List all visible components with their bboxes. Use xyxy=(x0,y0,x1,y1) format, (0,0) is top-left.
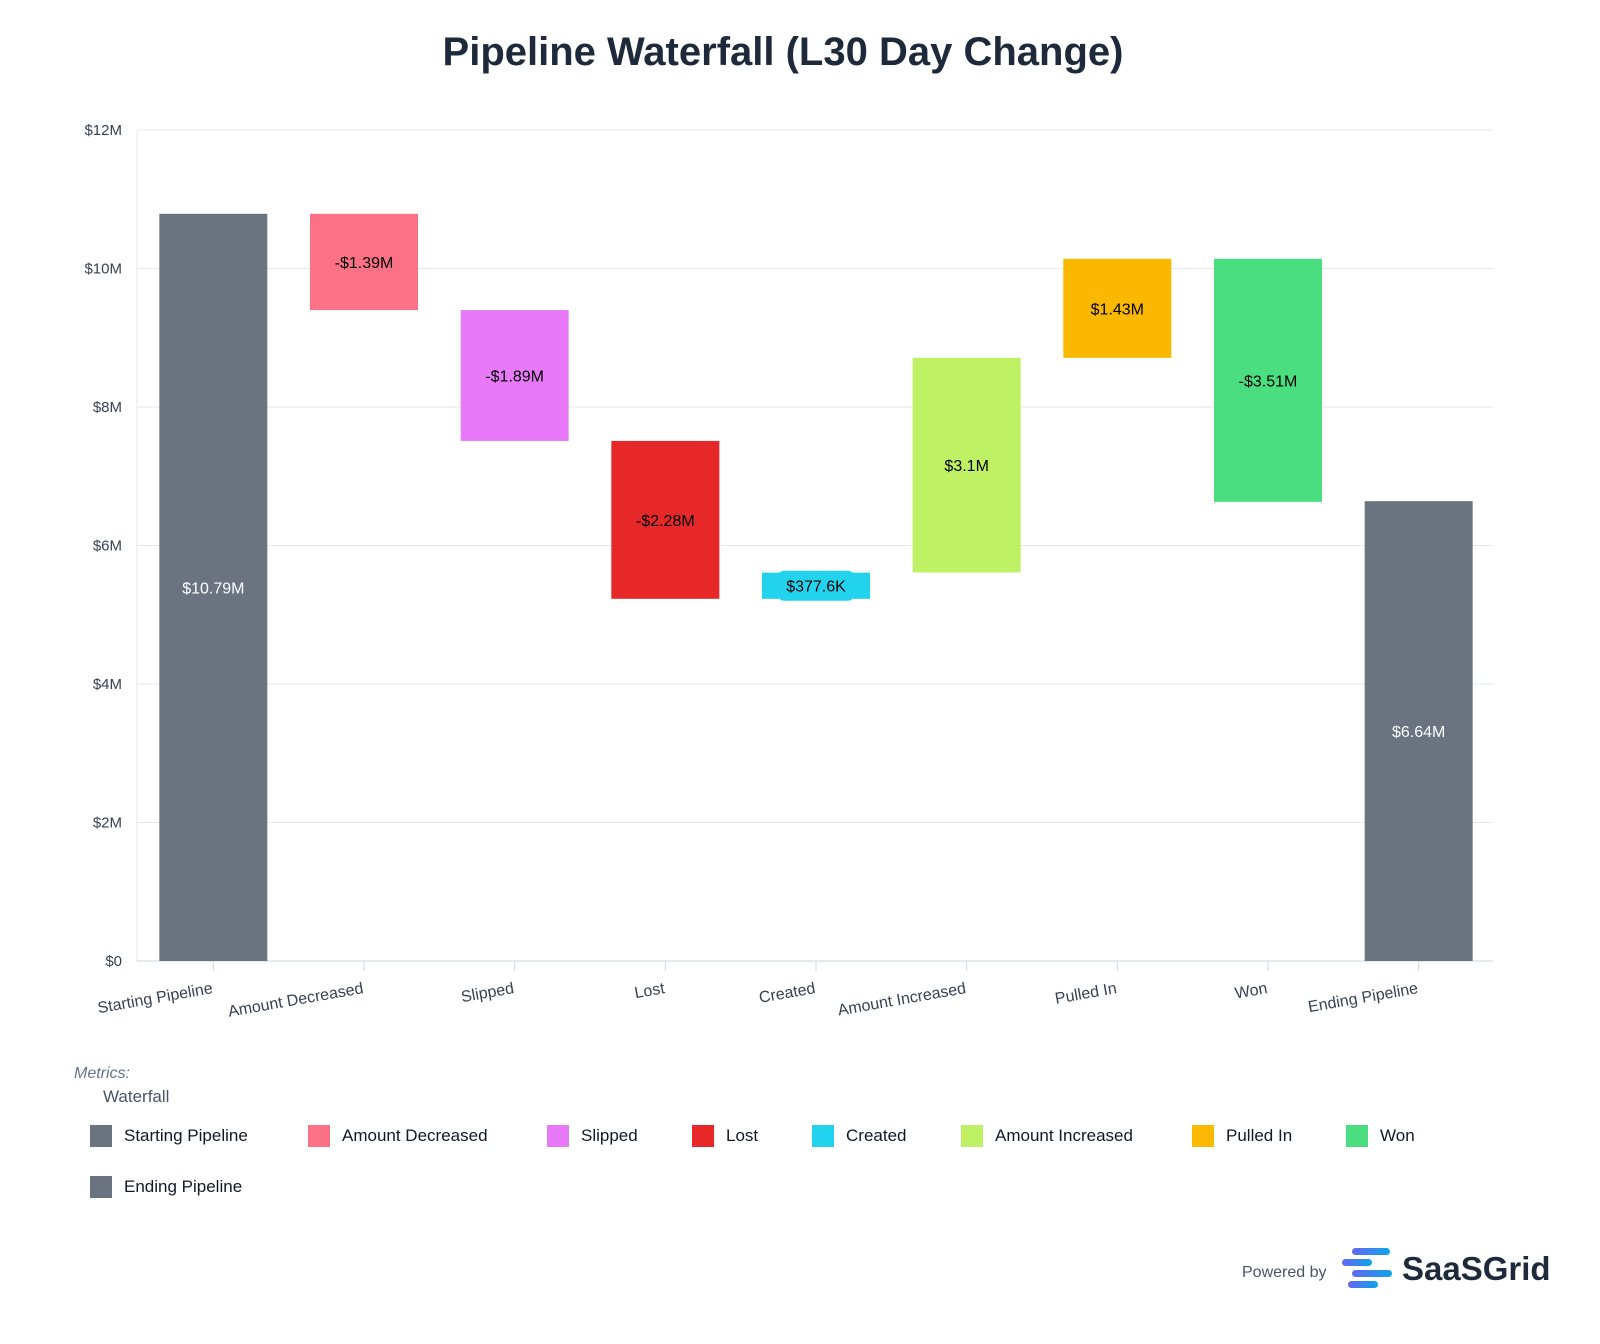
legend-label: Slipped xyxy=(581,1126,638,1145)
brand-name: SaaSGrid xyxy=(1402,1250,1551,1287)
data-label: -$3.51M xyxy=(1239,373,1298,390)
legend-swatch xyxy=(812,1125,834,1147)
legend-metrics-label: Metrics: xyxy=(74,1065,130,1082)
legend-swatch xyxy=(90,1176,112,1198)
legend-swatch xyxy=(1192,1125,1214,1147)
data-label: $10.79M xyxy=(182,580,244,597)
legend-item[interactable]: Ending Pipeline xyxy=(90,1176,242,1198)
y-tick-label: $4M xyxy=(93,676,122,693)
bar-slipped xyxy=(460,310,569,441)
chart-title: Pipeline Waterfall (L30 Day Change) xyxy=(442,30,1124,74)
y-tick-label: $12M xyxy=(84,122,122,139)
legend-group-label: Waterfall xyxy=(103,1087,170,1106)
data-label: -$2.28M xyxy=(636,513,695,530)
x-tick-label: Slipped xyxy=(460,980,516,1006)
legend-swatch xyxy=(90,1125,112,1147)
data-label: -$1.89M xyxy=(485,368,544,385)
legend-swatch xyxy=(692,1125,714,1147)
x-tick-label: Starting Pipeline xyxy=(96,980,214,1017)
bar-lost xyxy=(611,440,720,599)
x-tick-label: Ending Pipeline xyxy=(1307,980,1420,1016)
legend-label: Pulled In xyxy=(1226,1126,1293,1145)
x-tick-label: Won xyxy=(1234,980,1269,1002)
legend-item[interactable]: Created xyxy=(812,1125,906,1147)
legend-label: Starting Pipeline xyxy=(124,1126,248,1145)
legend-label: Amount Decreased xyxy=(342,1126,488,1145)
legend-swatch xyxy=(1346,1125,1368,1147)
legend-item[interactable]: Pulled In xyxy=(1192,1125,1292,1147)
bar-won xyxy=(1214,258,1322,502)
legend-item[interactable]: Starting Pipeline xyxy=(90,1125,248,1147)
legend-label: Ending Pipeline xyxy=(124,1177,243,1196)
bar-amount-decreased xyxy=(310,213,418,311)
bar-starting-pipeline xyxy=(159,213,268,962)
legend-swatch xyxy=(308,1125,330,1147)
x-tick-label: Pulled In xyxy=(1054,980,1118,1008)
legend-item[interactable]: Amount Increased xyxy=(961,1125,1133,1147)
data-label: $3.1M xyxy=(944,458,988,475)
powered-by-text: Powered by xyxy=(1242,1264,1327,1281)
legend-swatch xyxy=(961,1125,983,1147)
legend-item[interactable]: Amount Decreased xyxy=(308,1125,488,1147)
y-tick-label: $0 xyxy=(105,953,122,970)
legend-label: Amount Increased xyxy=(995,1126,1133,1145)
legend-item[interactable]: Slipped xyxy=(547,1125,638,1147)
y-tick-label: $6M xyxy=(93,538,122,555)
legend-label: Lost xyxy=(726,1126,759,1145)
x-tick-label: Created xyxy=(758,980,817,1007)
x-tick-label: Lost xyxy=(633,980,666,1002)
y-tick-label: $8M xyxy=(93,399,122,416)
x-tick-label: Amount Increased xyxy=(837,980,968,1019)
bar-ending-pipeline xyxy=(1364,501,1473,961)
legend-label: Won xyxy=(1380,1126,1415,1145)
legend-swatch xyxy=(547,1125,569,1147)
data-label: $6.64M xyxy=(1392,724,1445,741)
bar-amount-increased xyxy=(912,357,1021,573)
data-label: -$1.39M xyxy=(335,255,394,272)
bar-pulled-in xyxy=(1063,258,1172,358)
data-label-background xyxy=(778,570,854,601)
saasgrid-logo-icon xyxy=(1342,1248,1392,1288)
waterfall-chart: $0 $2M $4M $6M $8M $10M $12M $10.79M Starting Pi… xyxy=(84,122,1493,1021)
legend-item[interactable]: Won xyxy=(1346,1125,1415,1147)
x-tick-label: Amount Decreased xyxy=(227,980,365,1021)
y-tick-label: $10M xyxy=(84,261,122,278)
y-tick-label: $2M xyxy=(93,815,122,832)
legend-label: Created xyxy=(846,1126,907,1145)
data-label: $1.43M xyxy=(1091,301,1144,318)
data-label: $377.6K xyxy=(786,579,846,596)
legend-item[interactable]: Lost xyxy=(692,1125,758,1147)
